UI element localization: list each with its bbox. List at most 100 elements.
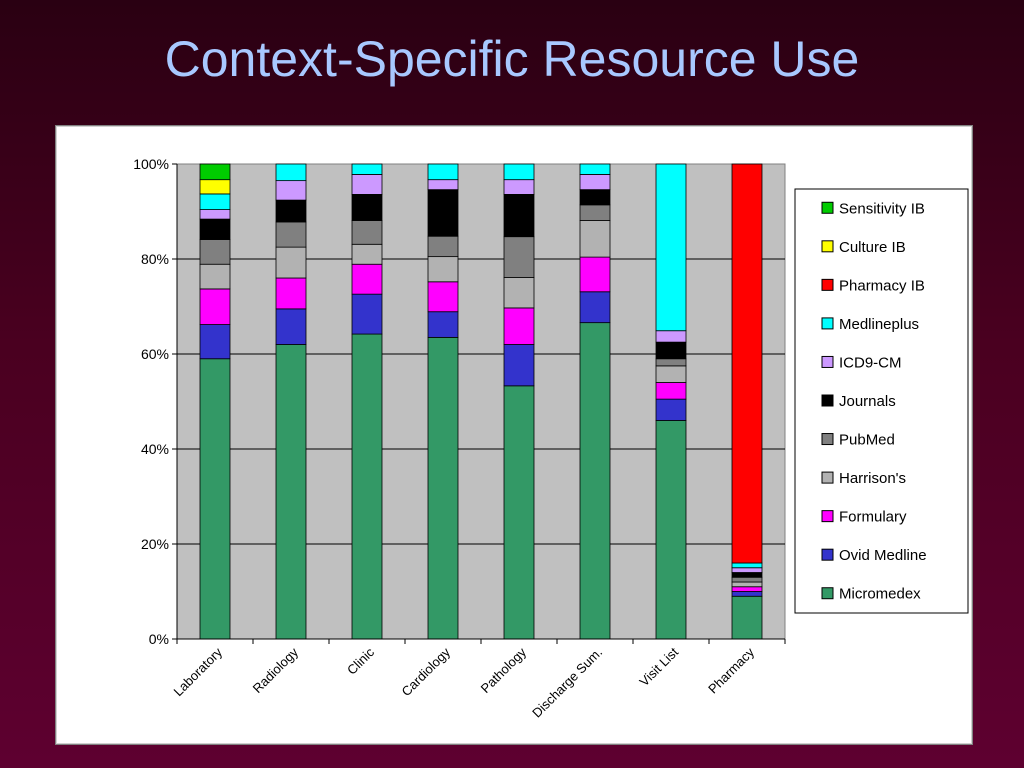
bar-segment-ovid-medline	[503, 344, 535, 387]
legend: Sensitivity IB Culture IB Pharmacy IB Medli…	[794, 188, 969, 614]
bar-segment-harrison-s	[503, 277, 535, 309]
legend-item: ICD9-CM	[821, 354, 902, 371]
bar-segment-medlineplus	[427, 163, 459, 181]
bar-segment-formulary	[275, 277, 307, 310]
legend-item: Sensitivity IB	[821, 200, 925, 217]
bar-segment-ovid-medline	[579, 291, 611, 324]
chart-frame: 0% 20% 40% 60% 80% 100% Laboratory Radiology Cl…	[55, 125, 973, 745]
y-axis: 0% 20% 40% 60% 80% 100%	[133, 156, 178, 647]
bar-segment-harrison-s	[579, 220, 611, 258]
legend-item: PubMed	[821, 432, 895, 449]
slide-title: Context-Specific Resource Use	[164, 31, 860, 87]
plot-background	[176, 163, 786, 640]
bar-stack-laboratory	[199, 163, 231, 640]
bar-segment-ovid-medline	[275, 308, 307, 345]
x-category-label: Discharge Sum.	[529, 645, 605, 721]
legend-item: Medlineplus	[821, 316, 919, 333]
y-tick-label: 60%	[141, 346, 169, 362]
bar-segment-journals	[731, 572, 763, 578]
bar-segment-medlineplus	[275, 163, 307, 182]
bar-segment-micromedex	[275, 344, 307, 640]
bar-segment-icd9-cm	[351, 174, 383, 195]
bar-segment-formulary	[427, 281, 459, 313]
legend-swatch	[821, 201, 834, 214]
bar-segment-icd9-cm	[427, 179, 459, 191]
bar-segment-journals	[655, 341, 687, 360]
legend-item: Micromedex	[821, 586, 921, 603]
legend-swatch	[821, 587, 834, 600]
bar-segment-sensitivity-ib	[199, 163, 231, 181]
bar-segment-harrison-s	[275, 246, 307, 279]
bar-segment-micromedex	[503, 385, 535, 640]
bar-segment-micromedex	[427, 336, 459, 640]
bar-segment-micromedex	[579, 322, 611, 640]
bar-segment-journals	[427, 189, 459, 237]
y-tick-label: 40%	[141, 441, 169, 457]
bar-segment-medlineplus	[731, 562, 763, 569]
stacked-bar-chart: 0% 20% 40% 60% 80% 100% Laboratory Radiology Cl…	[133, 156, 969, 721]
bar-segment-icd9-cm	[579, 174, 611, 191]
bar-segment-icd9-cm	[655, 330, 687, 343]
legend-swatch	[821, 394, 834, 407]
bar-segment-harrison-s	[427, 256, 459, 283]
legend-label: Sensitivity IB	[839, 200, 925, 217]
x-category-label: Laboratory	[171, 644, 226, 699]
bar-stack-cardiology	[427, 163, 459, 640]
bar-segment-harrison-s	[199, 263, 231, 290]
bar-segment-harrison-s	[351, 243, 383, 265]
y-tick-label: 80%	[141, 251, 169, 267]
bar-segment-journals	[351, 194, 383, 221]
bar-segment-formulary	[351, 263, 383, 295]
legend-label: Ovid Medline	[839, 547, 927, 564]
bar-segment-ovid-medline	[655, 398, 687, 421]
legend-label: PubMed	[839, 432, 895, 449]
bar-segment-pubmed	[503, 236, 535, 278]
bar-segment-journals	[275, 199, 307, 223]
bar-segment-medlineplus	[351, 163, 383, 175]
bar-segment-medlineplus	[655, 163, 687, 332]
bar-segment-journals	[503, 194, 535, 238]
bar-segment-icd9-cm	[731, 567, 763, 573]
x-category-label: Pathology	[478, 644, 530, 696]
bar-segment-medlineplus	[503, 163, 535, 181]
bar-segment-icd9-cm	[199, 209, 231, 220]
legend-swatch	[821, 548, 834, 561]
x-category-label: Pharmacy	[705, 644, 757, 696]
legend-swatch	[821, 355, 834, 368]
bar-segment-ovid-medline	[427, 311, 459, 338]
bar-segment-micromedex	[351, 333, 383, 640]
legend-item: Journals	[821, 393, 896, 410]
plot-area	[176, 163, 786, 640]
x-category-label: Clinic	[344, 644, 377, 677]
bar-stack-pharmacy	[731, 163, 763, 640]
bar-segment-formulary	[199, 288, 231, 325]
legend-label: Medlineplus	[839, 316, 919, 333]
bar-segment-ovid-medline	[199, 324, 231, 360]
bar-segment-micromedex	[199, 358, 231, 640]
bar-segment-harrison-s	[731, 581, 763, 588]
bar-segment-formulary	[579, 256, 611, 293]
x-axis: Laboratory Radiology Clinic Cardiology Patho…	[171, 638, 786, 721]
bar-segment-culture-ib	[199, 179, 231, 195]
bar-segment-icd9-cm	[503, 179, 535, 195]
legend-swatch	[821, 433, 834, 446]
bar-segment-pubmed	[351, 220, 383, 245]
legend-item: Formulary	[821, 509, 907, 526]
bar-stack-discharge-sum-	[579, 163, 611, 640]
legend-item: Pharmacy IB	[821, 277, 925, 294]
bar-segment-medlineplus	[199, 193, 231, 211]
bar-segment-micromedex	[655, 420, 687, 640]
legend-label: Micromedex	[839, 586, 921, 603]
legend-item: Culture IB	[821, 239, 906, 256]
bar-segment-medlineplus	[579, 163, 611, 175]
x-category-label: Visit List	[636, 644, 681, 689]
bar-segment-micromedex	[731, 595, 763, 640]
x-category-label: Cardiology	[399, 644, 454, 699]
y-tick-label: 100%	[133, 156, 169, 172]
bar-segment-ovid-medline	[351, 293, 383, 335]
y-tick-label: 0%	[149, 631, 169, 647]
legend-item: Harrison's	[821, 470, 906, 487]
bar-segment-harrison-s	[655, 365, 687, 383]
x-category-label: Radiology	[250, 644, 302, 696]
legend-label: Journals	[839, 393, 896, 410]
